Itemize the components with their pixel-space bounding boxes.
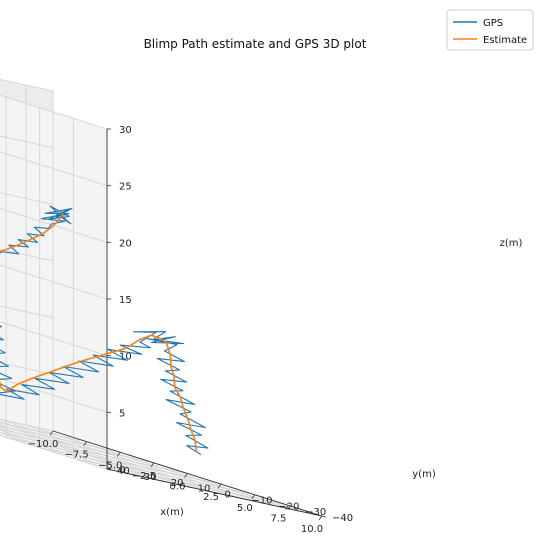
z-axis-label: z(m) [500, 238, 523, 249]
z-tick-label: 5 [119, 408, 125, 419]
y-tick-label: 0 [225, 490, 231, 501]
grid-y-floor [0, 419, 269, 505]
legend-box [446, 9, 534, 51]
tick-mark [268, 503, 273, 506]
x-tick-label: −2.5 [132, 471, 156, 482]
tick-mark [184, 473, 188, 478]
x-tick-label: 10.0 [301, 524, 323, 535]
legend-label-estimate: Estimate [483, 35, 527, 46]
y-tick-label: 20 [171, 478, 184, 489]
x-tick-label: −10.0 [28, 439, 59, 450]
y-tick-label: −40 [332, 513, 353, 524]
tick-mark [318, 515, 323, 521]
grid-z-back [0, 151, 108, 187]
tick-mark [187, 486, 192, 489]
z-tick-label: 25 [119, 182, 132, 193]
legend: GPS Estimate [446, 9, 534, 51]
grid-z-left [0, 79, 54, 92]
tick-mark [150, 462, 155, 468]
x-tick-label: 2.5 [203, 492, 219, 503]
x-tick-label: 7.5 [270, 513, 286, 524]
grid-y-floor [0, 424, 215, 493]
grid-z-left [0, 135, 54, 149]
tick-mark [285, 505, 289, 510]
tick-mark [321, 515, 327, 518]
grid-z-left [0, 192, 54, 205]
grid-y-floor [26, 424, 296, 511]
grid-y-floor [0, 429, 161, 482]
z-tick-label: 15 [119, 295, 132, 306]
z-tick-label: 20 [119, 238, 132, 249]
tick-mark [133, 474, 138, 477]
back-pane [0, 95, 107, 469]
series-line-gps [0, 205, 209, 456]
x-tick-label: −5.0 [98, 460, 122, 471]
tick-mark [49, 430, 54, 436]
grid-z-back [0, 208, 108, 243]
y-tick-label: 10 [198, 484, 211, 495]
grid-y-floor [0, 432, 134, 476]
y-tick-label: −10 [251, 495, 272, 506]
grid-z-back [0, 94, 108, 130]
z-tick-label: 30 [119, 125, 132, 136]
x-tick-label: 5.0 [237, 503, 253, 514]
tick-mark [160, 480, 165, 483]
grid-z-back [0, 434, 108, 470]
y-tick-label: 30 [144, 472, 157, 483]
grid-z-back [0, 264, 108, 300]
tick-mark [241, 497, 246, 500]
x-axis-label: x(m) [160, 507, 184, 518]
tick-mark [251, 494, 256, 499]
chart-title: Blimp Path estimate and GPS 3D plot [144, 37, 367, 51]
x-tick-label: −7.5 [64, 450, 88, 461]
z-tick-label: 0 [119, 465, 125, 476]
tick-mark [295, 509, 300, 512]
tick-mark [83, 441, 87, 446]
y-tick-label: −20 [278, 501, 299, 512]
tick-mark [116, 452, 121, 457]
grid-z-back [0, 378, 108, 413]
tick-mark [217, 483, 222, 489]
grid-z-left [0, 305, 54, 319]
legend-label-gps: GPS [483, 18, 503, 29]
x-tick-label: 0.0 [170, 482, 186, 493]
series-line-estimate [0, 213, 198, 453]
tick-labels: −10.0−7.5−5.0−2.50.02.55.07.510.0−40−30−… [28, 125, 353, 535]
grid-z-left [0, 362, 54, 375]
y-tick-label: −30 [305, 507, 326, 518]
y-tick-label: 40 [117, 466, 130, 477]
series-lines [0, 205, 209, 456]
y-axis-label: y(m) [412, 469, 436, 480]
grid-y-floor [0, 426, 188, 488]
grid-z-back [0, 321, 108, 357]
tick-mark [214, 492, 219, 494]
z-tick-label: 10 [119, 352, 132, 363]
grid-z-left [0, 419, 54, 432]
